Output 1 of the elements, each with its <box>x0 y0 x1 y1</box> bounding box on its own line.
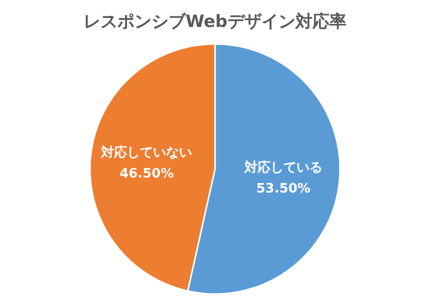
chart-title: レスポンシブWebデザイン対応率 <box>84 12 346 32</box>
